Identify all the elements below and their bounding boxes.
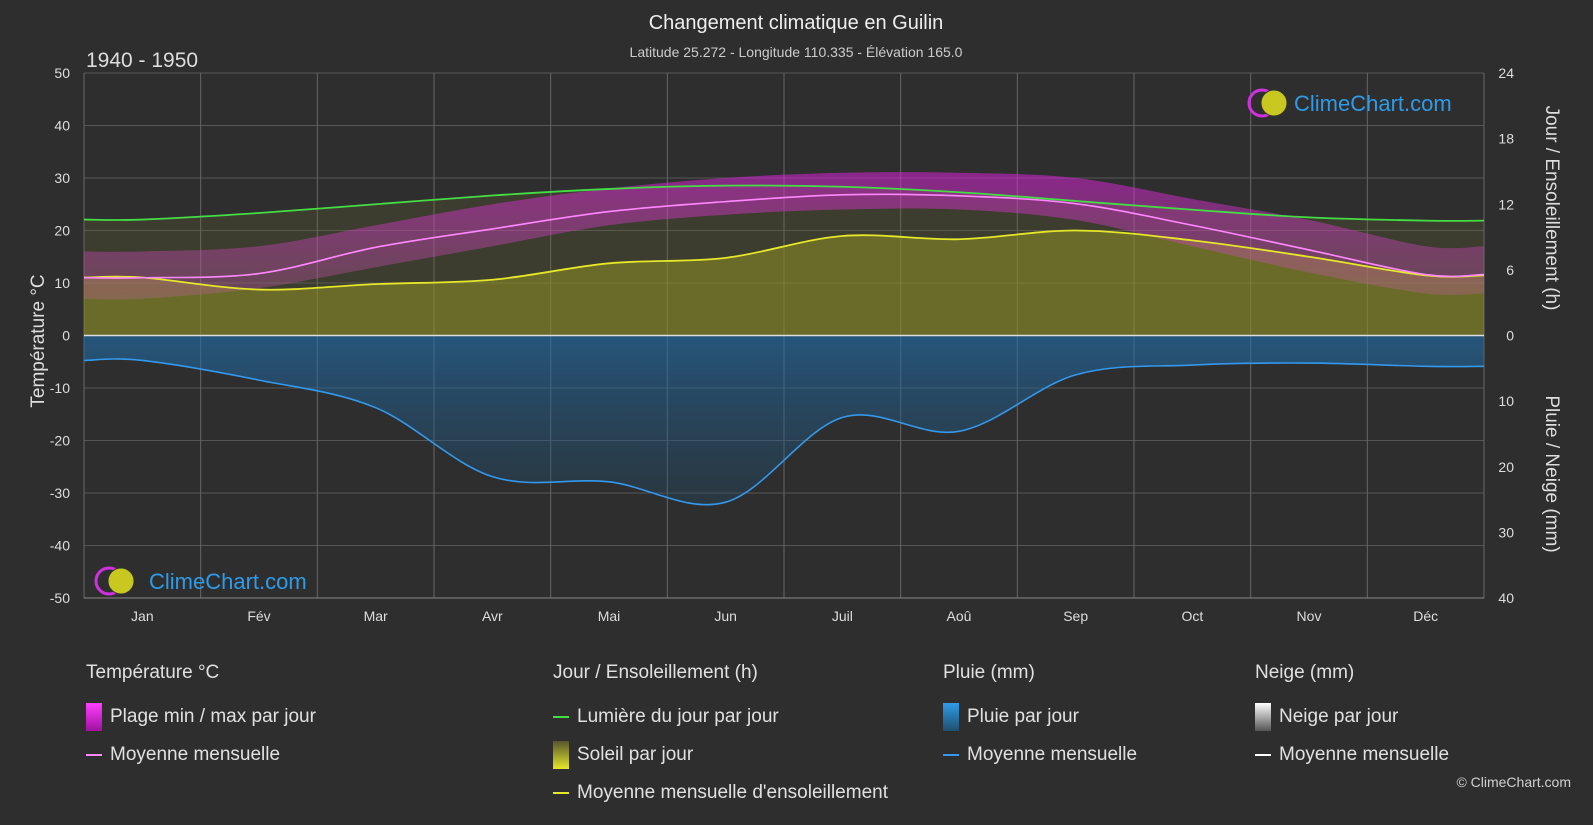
legend-item-temp-range: Plage min / max par jour <box>86 698 316 736</box>
left-tick-label: 40 <box>54 118 70 134</box>
left-axis-label: Température °C <box>28 274 49 407</box>
daylight-line <box>83 184 1485 222</box>
rain-mean-line <box>83 358 1485 506</box>
legend-snow-title: Neige (mm) <box>1255 662 1355 683</box>
legend-item-label: Moyenne mensuelle <box>1279 744 1450 765</box>
temp-mean-line <box>83 193 1485 279</box>
legend-item-label: Pluie par jour <box>967 706 1079 727</box>
legend-snow: Neige (mm) Neige par jour Moyenne mensue… <box>1255 662 1449 774</box>
temp-range-band <box>84 172 1484 300</box>
left-tick-label: 30 <box>54 170 70 186</box>
left-tick-label: -40 <box>50 538 70 554</box>
legend-item-label: Lumière du jour par jour <box>577 706 779 727</box>
legend-item-sunshine-mean: Moyenne mensuelle d'ensoleillement <box>553 774 888 812</box>
brand-logo-bottom: ClimeChart.com <box>94 566 307 596</box>
legend-item-temp-mean: Moyenne mensuelle <box>86 736 316 774</box>
left-tick-label: -20 <box>50 433 70 449</box>
month-tick-label: Oct <box>1181 608 1203 624</box>
left-tick-label: 20 <box>54 223 70 239</box>
snow-swatch <box>1255 703 1271 731</box>
right-top-tick-label: 0 <box>1506 328 1514 344</box>
left-tick-label: 10 <box>54 275 70 291</box>
right-top-tick-label: 24 <box>1498 65 1514 81</box>
climate-chart: Changement climatique en Guilin Latitude… <box>28 12 1562 624</box>
left-tick-label: -50 <box>50 590 70 606</box>
legend-item-rain-mean: Moyenne mensuelle <box>943 736 1137 774</box>
month-tick-label: Déc <box>1413 608 1438 624</box>
legend-item-rain: Pluie par jour <box>943 698 1137 736</box>
right-bottom-tick-label: 20 <box>1498 459 1514 475</box>
daylight-swatch <box>553 716 569 718</box>
legend-sun-title: Jour / Ensoleillement (h) <box>553 662 758 683</box>
brand-sun-icon <box>1260 89 1288 117</box>
legend-item-sunshine: Soleil par jour <box>553 736 888 774</box>
right-bottom-tick-label: 10 <box>1498 393 1514 409</box>
month-tick-label: Jan <box>131 608 154 624</box>
month-tick-label: Avr <box>482 608 503 624</box>
left-tick-label: -30 <box>50 485 70 501</box>
legend-item-label: Moyenne mensuelle <box>967 744 1138 765</box>
right-bottom-tick-label: 30 <box>1498 524 1514 540</box>
legend-item-label: Moyenne mensuelle d'ensoleillement <box>577 782 888 803</box>
legend-item-snow-mean: Moyenne mensuelle <box>1255 736 1449 774</box>
sunshine-mean-line <box>83 229 1485 291</box>
left-tick-label: -10 <box>50 380 70 396</box>
legend-item-snow: Neige par jour <box>1255 698 1449 736</box>
legend-item-label: Plage min / max par jour <box>110 706 316 727</box>
brand-name-top: ClimeChart.com <box>1294 91 1452 116</box>
legend-sun: Jour / Ensoleillement (h) Lumière du jou… <box>553 662 888 812</box>
temp-mean-swatch <box>86 754 102 756</box>
legend-temperature: Température °C Plage min / max par jour … <box>86 662 316 774</box>
sunshine-swatch <box>553 741 569 769</box>
legend-temperature-title: Température °C <box>86 662 220 683</box>
legend: Température °C Plage min / max par jour … <box>0 662 1593 822</box>
month-tick-label: Aoû <box>947 608 972 624</box>
month-tick-label: Jun <box>714 608 737 624</box>
legend-item-label: Soleil par jour <box>577 744 694 765</box>
temp-range-swatch <box>86 703 102 731</box>
month-tick-label: Mai <box>598 608 621 624</box>
period-label: 1940 - 1950 <box>86 49 198 72</box>
legend-rain: Pluie (mm) Pluie par jour Moyenne mensue… <box>943 662 1137 774</box>
right-bottom-axis-label: Pluie / Neige (mm) <box>1541 395 1562 552</box>
plot-area: 50 40 30 20 10 0 -10 -20 -30 -40 -50 24 18 12 6 0 10 20 30… <box>50 65 1514 624</box>
month-tick-label: Nov <box>1297 608 1322 624</box>
rain-mean-swatch <box>943 754 959 756</box>
right-top-tick-label: 12 <box>1498 196 1514 212</box>
copyright: © ClimeChart.com <box>1456 774 1571 790</box>
rain-area <box>84 335 1484 505</box>
snow-mean-swatch <box>1255 754 1271 756</box>
right-top-tick-label: 18 <box>1498 131 1514 147</box>
left-tick-label: 50 <box>54 65 70 81</box>
brand-sun-icon <box>107 567 135 595</box>
month-tick-label: Juil <box>832 608 853 624</box>
brand-name-bottom: ClimeChart.com <box>149 569 307 594</box>
month-tick-label: Mar <box>364 608 388 624</box>
chart-subtitle: Latitude 25.272 - Longitude 110.335 - Él… <box>630 44 963 60</box>
month-tick-label: Fév <box>247 608 270 624</box>
right-top-axis-label: Jour / Ensoleillement (h) <box>1541 106 1562 311</box>
sunshine-mean-swatch <box>553 792 569 794</box>
sunshine-area <box>84 230 1484 336</box>
brand-logo-top: ClimeChart.com <box>1247 88 1452 118</box>
right-top-tick-label: 6 <box>1506 262 1514 278</box>
chart-title: Changement climatique en Guilin <box>649 12 944 34</box>
rain-swatch <box>943 703 959 731</box>
left-tick-label: 0 <box>62 328 70 344</box>
right-bottom-tick-label: 40 <box>1498 590 1514 606</box>
legend-item-daylight: Lumière du jour par jour <box>553 698 888 736</box>
legend-item-label: Moyenne mensuelle <box>110 744 281 765</box>
legend-rain-title: Pluie (mm) <box>943 662 1035 683</box>
legend-item-label: Neige par jour <box>1279 706 1399 727</box>
month-tick-label: Sep <box>1063 608 1088 624</box>
